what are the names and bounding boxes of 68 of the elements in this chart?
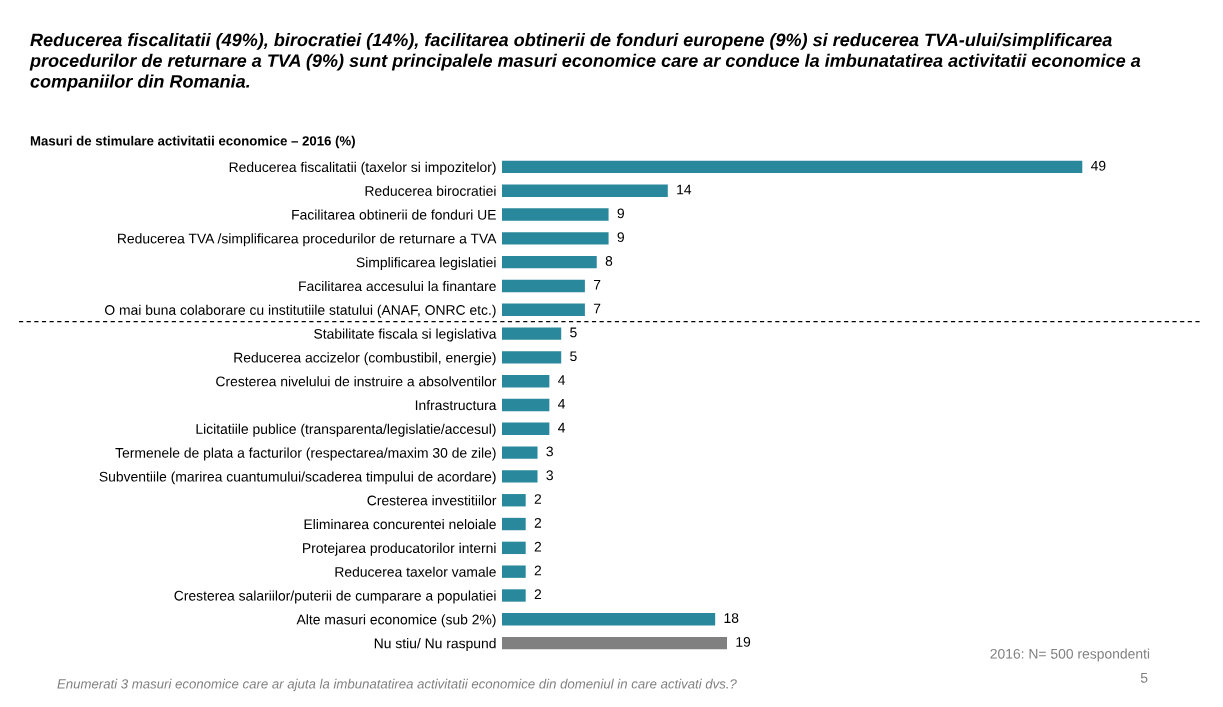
data-label: 4 — [558, 375, 566, 385]
bar — [502, 351, 562, 364]
y-tick-label: O mai buna colaborare cu institutiile statului (ANAF, ONRC etc.) — [105, 304, 496, 318]
data-label: 5 — [570, 327, 577, 338]
annotation: 2016: N= 500 respondenti — [990, 648, 1150, 662]
data-label: 4 — [558, 422, 566, 433]
y-tick-label: Cresterea investitiilor — [367, 495, 497, 506]
text: Masuri de stimulare activitatii economice – 2016 (%) — [30, 135, 355, 149]
bar — [502, 517, 526, 531]
data-label: 2 — [534, 541, 542, 552]
bar — [502, 494, 526, 507]
data-label: 3 — [546, 470, 553, 481]
text: 5 — [1140, 673, 1148, 683]
bar — [502, 613, 716, 626]
bar — [502, 375, 550, 388]
chart-title: Reducerea fiscalitatii (49%), birocratiei (14%), facilitarea obtinerii de fonduri europene (9%) si reducerea TVA-ului/simplificarea procedurilor de returnare a TVA (9%) sunt principalele masuri economice care ar conduce la imbunatatirea activitatii economice a companiilor din Romania. — [29, 33, 1141, 92]
y-tick-label: Cresterea salariilor/puterii de cumparare a populatiei — [174, 590, 496, 604]
y-tick-label: Cresterea nivelului de instruire a absolventilor — [216, 376, 497, 387]
bar — [502, 255, 597, 269]
data-label: 19 — [736, 636, 751, 647]
data-label: 2 — [534, 494, 542, 504]
bar — [502, 232, 609, 245]
data-label: 14 — [677, 184, 692, 195]
data-label: 2 — [534, 589, 542, 600]
y-tick-label: Reducerea TVA /simplificarea procedurilor de returnare a TVA — [118, 233, 497, 247]
bar — [502, 279, 585, 293]
y-tick-label: Reducerea accizelor (combustibil, energie) — [234, 352, 496, 366]
data-label: 7 — [593, 279, 601, 290]
data-label: 5 — [570, 351, 577, 362]
y-tick-label: Alte masuri economice (sub 2%) — [296, 614, 496, 628]
data-label: 2 — [534, 565, 542, 576]
y-tick-label: Subventiile (marirea cuantumului/scaderea timpului de acordare) — [99, 471, 496, 485]
data-label: 9 — [617, 208, 624, 219]
y-tick-label: Facilitarea obtinerii de fonduri UE — [292, 209, 496, 220]
y-tick-label: Eliminarea concurentei neloiale — [304, 519, 496, 530]
data-label: 9 — [617, 232, 624, 243]
data-label: 4 — [558, 399, 566, 409]
y-tick-label: Termenele de plata a facturilor (respectarea/maxim 30 de zile) — [115, 447, 496, 461]
bar — [502, 446, 538, 459]
bar — [502, 422, 550, 435]
data-label: 3 — [546, 446, 553, 457]
data-label: 8 — [605, 256, 613, 266]
y-tick-label: Reducerea taxelor vamale — [335, 566, 496, 577]
bar — [502, 208, 609, 221]
data-label: 7 — [593, 303, 601, 314]
y-tick-label: Facilitarea accesului la finantare — [299, 280, 496, 292]
y-tick-label: Reducerea fiscalitatii (taxelor si impozitelor) — [229, 161, 496, 175]
bar — [502, 184, 668, 197]
bar — [502, 160, 1083, 174]
data-label: 49 — [1090, 160, 1106, 171]
bar — [502, 589, 526, 602]
y-tick-label: Protejarea producatorilor interni — [303, 542, 496, 556]
y-tick-label: Stabilitate fiscala si legislativa — [314, 328, 497, 342]
bar — [502, 565, 526, 578]
bar — [502, 303, 585, 316]
text: Enumerati 3 masuri economice care ar ajuta la imbunatatirea activitatii economice din domeniul in care activati dvs.? — [57, 678, 737, 692]
bar — [502, 636, 728, 650]
y-tick-label: Simplificarea legislatiei — [356, 257, 496, 271]
y-tick-label: Infrastructura — [415, 399, 497, 411]
y-tick-label: Nu stiu/ Nu raspund — [374, 638, 496, 652]
data-label: 2 — [534, 517, 542, 528]
y-tick-label: Licitatiile publice (transparenta/legislatie/accesul) — [196, 423, 496, 437]
data-label: 18 — [724, 613, 739, 624]
bar — [502, 470, 538, 483]
y-tick-label: Reducerea birocratiei — [365, 185, 496, 196]
bar — [502, 398, 550, 412]
bar — [502, 541, 526, 555]
bar — [502, 327, 562, 340]
